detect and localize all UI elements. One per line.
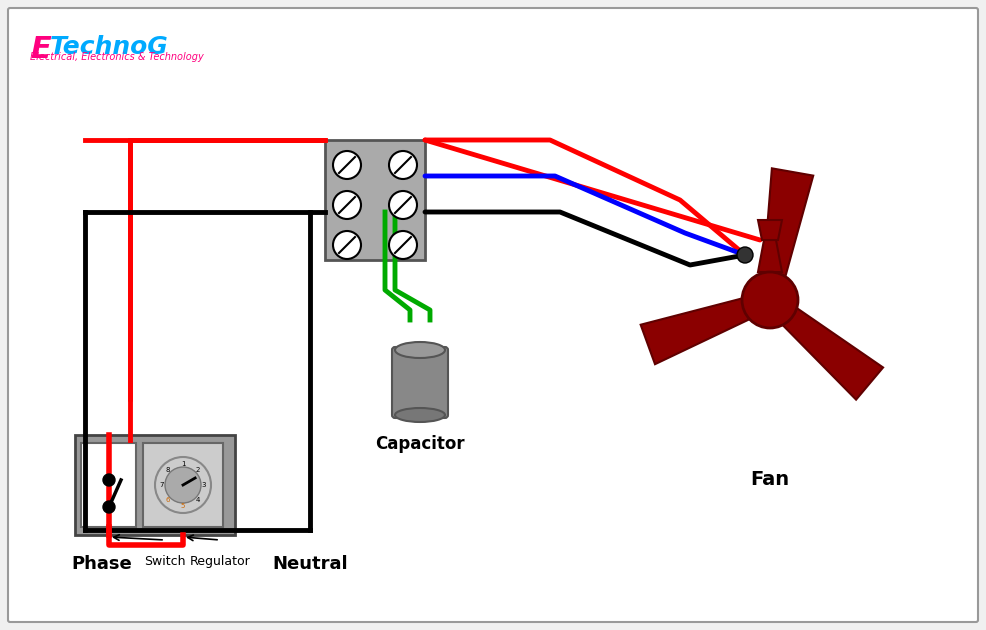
Text: 2: 2: [195, 467, 200, 473]
Ellipse shape: [395, 408, 445, 422]
FancyBboxPatch shape: [81, 443, 136, 527]
Text: Phase: Phase: [72, 555, 132, 573]
FancyBboxPatch shape: [392, 347, 448, 418]
FancyBboxPatch shape: [325, 140, 425, 260]
Text: Electrical, Electronics & Technology: Electrical, Electronics & Technology: [30, 52, 204, 62]
Text: 1: 1: [180, 461, 185, 467]
Circle shape: [742, 272, 798, 328]
Polygon shape: [779, 305, 883, 399]
Circle shape: [103, 474, 115, 486]
Circle shape: [389, 151, 417, 179]
Text: Neutral: Neutral: [272, 555, 348, 573]
Circle shape: [103, 501, 115, 513]
Polygon shape: [758, 240, 782, 272]
Text: 3: 3: [202, 482, 206, 488]
Polygon shape: [758, 220, 782, 240]
Text: Regulator: Regulator: [189, 555, 250, 568]
Text: 7: 7: [160, 482, 165, 488]
Text: TechnoG: TechnoG: [50, 35, 169, 59]
Circle shape: [389, 191, 417, 219]
Text: Capacitor: Capacitor: [376, 435, 464, 453]
Text: Switch: Switch: [144, 555, 185, 568]
Circle shape: [333, 151, 361, 179]
Text: Fan: Fan: [750, 470, 790, 489]
Text: 8: 8: [166, 467, 171, 473]
Polygon shape: [763, 168, 813, 282]
Text: 5: 5: [180, 503, 185, 509]
Text: E: E: [30, 35, 51, 64]
Circle shape: [155, 457, 211, 513]
FancyBboxPatch shape: [143, 443, 223, 527]
Polygon shape: [641, 297, 755, 364]
Circle shape: [389, 231, 417, 259]
Text: 6: 6: [166, 497, 171, 503]
FancyBboxPatch shape: [75, 435, 235, 535]
Circle shape: [333, 191, 361, 219]
FancyBboxPatch shape: [8, 8, 978, 622]
Circle shape: [333, 231, 361, 259]
Ellipse shape: [395, 342, 445, 358]
Circle shape: [737, 247, 753, 263]
Text: 4: 4: [195, 497, 200, 503]
Circle shape: [165, 467, 201, 503]
